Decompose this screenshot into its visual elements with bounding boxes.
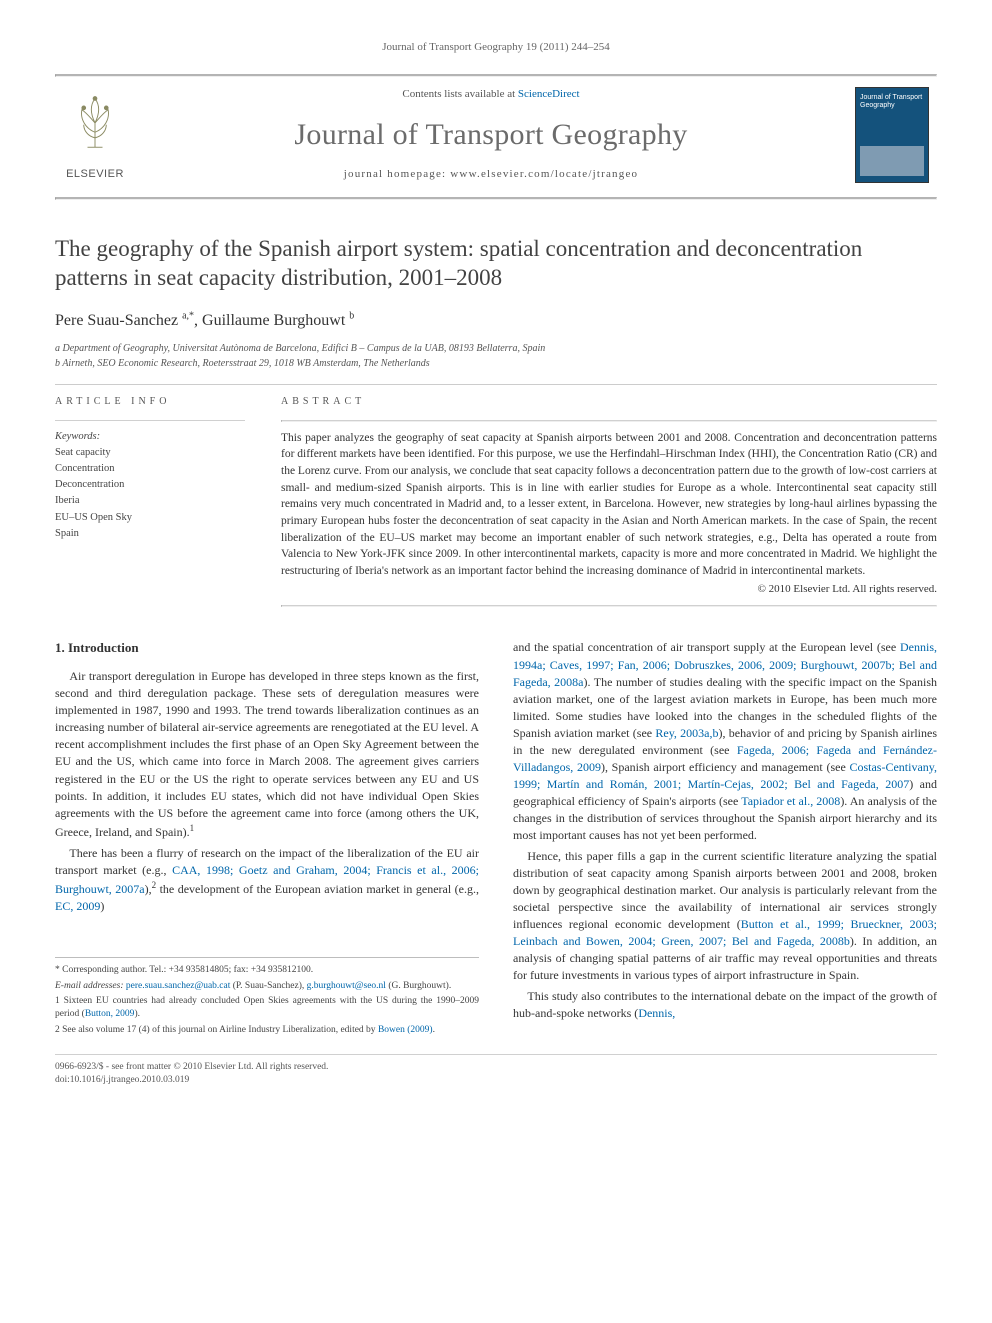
journal-name: Journal of Transport Geography <box>135 113 847 157</box>
contents-line: Contents lists available at ScienceDirec… <box>135 87 847 103</box>
article-info-block: ARTICLE INFO Keywords: Seat capacity Con… <box>55 395 245 607</box>
page-footer: 0966-6923/$ - see front matter © 2010 El… <box>55 1054 937 1087</box>
text: ), Spanish airport efficiency and manage… <box>601 760 849 774</box>
keywords-label: Keywords: <box>55 429 245 444</box>
citation-link[interactable]: Bowen (2009) <box>378 1025 433 1035</box>
homepage-prefix: journal homepage: <box>344 168 451 180</box>
article-info-heading: ARTICLE INFO <box>55 395 245 410</box>
cover-title: Journal of Transport Geography <box>860 94 924 109</box>
footnote-2: 2 See also volume 17 (4) of this journal… <box>55 1024 479 1037</box>
keywords-list: Seat capacity Concentration Deconcentrat… <box>55 445 245 541</box>
para: and the spatial concentration of air tra… <box>513 639 937 843</box>
affiliations: a Department of Geography, Universitat A… <box>55 342 937 370</box>
sciencedirect-link[interactable]: ScienceDirect <box>518 88 580 100</box>
keyword: Spain <box>55 526 245 541</box>
para: Hence, this paper fills a gap in the cur… <box>513 848 937 984</box>
text: Air transport deregulation in Europe has… <box>55 669 479 838</box>
keyword: EU–US Open Sky <box>55 510 245 525</box>
abstract-heading: ABSTRACT <box>281 395 937 410</box>
column-right: and the spatial concentration of air tra… <box>513 639 937 1039</box>
contents-prefix: Contents lists available at <box>402 88 517 100</box>
authors: Pere Suau-Sanchez a,*, Guillaume Burghou… <box>55 309 937 332</box>
footer-front-matter: 0966-6923/$ - see front matter © 2010 El… <box>55 1061 937 1074</box>
keyword: Seat capacity <box>55 445 245 460</box>
text: and the spatial concentration of air tra… <box>513 640 900 654</box>
email-addresses: E-mail addresses: pere.suau.sanchez@uab.… <box>55 980 479 993</box>
footnote-1: 1 Sixteen EU countries had already concl… <box>55 995 479 1021</box>
citation-link[interactable]: Tapiador et al., 2008 <box>741 794 840 808</box>
paper-title: The geography of the Spanish airport sys… <box>55 234 937 293</box>
text: ) <box>100 899 104 913</box>
citation-link[interactable]: Rey, 2003a,b <box>655 726 718 740</box>
footer-doi: doi:10.1016/j.jtrangeo.2010.03.019 <box>55 1074 937 1087</box>
text: ), <box>145 882 152 896</box>
affiliation-a: a Department of Geography, Universitat A… <box>55 342 937 356</box>
para: There has been a flurry of research on t… <box>55 845 479 915</box>
publisher-name: ELSEVIER <box>66 167 124 183</box>
keyword: Deconcentration <box>55 477 245 492</box>
citation-link[interactable]: EC, 2009 <box>55 899 100 913</box>
keyword: Iberia <box>55 493 245 508</box>
affiliation-b: b Airneth, SEO Economic Research, Roeter… <box>55 357 937 371</box>
homepage-line: journal homepage: www.elsevier.com/locat… <box>135 167 847 183</box>
text: (P. Suau-Sanchez), <box>230 981 306 991</box>
homepage-url: www.elsevier.com/locate/jtrangeo <box>450 168 638 180</box>
journal-cover-thumb: Journal of Transport Geography <box>855 87 929 183</box>
corresponding-author: * Corresponding author. Tel.: +34 935814… <box>55 964 479 977</box>
keyword: Concentration <box>55 461 245 476</box>
masthead: ELSEVIER Contents lists available at Sci… <box>55 77 937 197</box>
column-left: 1. Introduction Air transport deregulati… <box>55 639 479 1039</box>
rule-under-masthead <box>55 197 937 200</box>
email-link[interactable]: g.burghouwt@seo.nl <box>307 981 386 991</box>
elsevier-tree-icon <box>66 91 124 151</box>
text: ). <box>134 1009 140 1019</box>
publisher-block: ELSEVIER <box>55 87 135 183</box>
text: 2 See also volume 17 (4) of this journal… <box>55 1025 378 1035</box>
citation-link[interactable]: Button, 2009 <box>85 1009 135 1019</box>
section-1-heading: 1. Introduction <box>55 639 479 658</box>
footnote-ref-1[interactable]: 1 <box>190 823 195 833</box>
abstract-text: This paper analyzes the geography of sea… <box>281 430 937 580</box>
text: the development of the European aviation… <box>156 882 479 896</box>
cover-image-strip <box>860 146 924 176</box>
para: This study also contributes to the inter… <box>513 988 937 1022</box>
running-head: Journal of Transport Geography 19 (2011)… <box>55 40 937 56</box>
abstract-block: ABSTRACT This paper analyzes the geograp… <box>281 395 937 607</box>
citation-link[interactable]: Dennis, <box>638 1006 675 1020</box>
para: Air transport deregulation in Europe has… <box>55 668 479 840</box>
email-label: E-mail addresses: <box>55 981 126 991</box>
footnotes-block: * Corresponding author. Tel.: +34 935814… <box>55 957 479 1037</box>
text: This study also contributes to the inter… <box>513 989 937 1020</box>
abstract-copyright: © 2010 Elsevier Ltd. All rights reserved… <box>281 582 937 598</box>
text: (G. Burghouwt). <box>386 981 451 991</box>
text: . <box>433 1025 435 1035</box>
email-link[interactable]: pere.suau.sanchez@uab.cat <box>126 981 231 991</box>
